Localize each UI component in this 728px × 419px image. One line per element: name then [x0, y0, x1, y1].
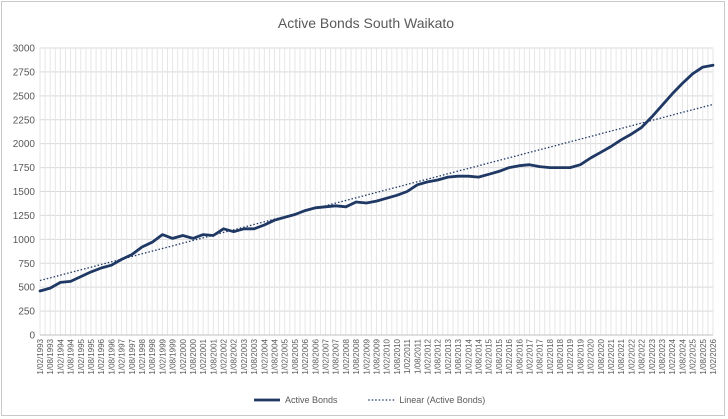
x-tick-label: 1/08/2011 — [413, 338, 422, 374]
x-tick-label: 1/02/1994 — [56, 338, 65, 374]
x-tick-label: 1/02/2026 — [709, 338, 718, 374]
x-tick-label: 1/08/2007 — [332, 338, 341, 374]
x-tick-label: 1/08/2021 — [617, 338, 626, 374]
x-tick-label: 1/02/2005 — [281, 338, 290, 374]
x-tick-label: 1/02/2006 — [301, 338, 310, 374]
x-tick-label: 1/08/2012 — [434, 338, 443, 374]
x-tick-label: 1/08/2017 — [536, 338, 545, 374]
x-tick-label: 1/02/2008 — [342, 338, 351, 374]
x-tick-label: 1/08/2003 — [250, 338, 259, 374]
x-tick-label: 1/08/2008 — [352, 338, 361, 374]
x-tick-label: 1/02/2010 — [383, 338, 392, 374]
legend-label: Active Bonds — [285, 395, 338, 405]
x-tick-label: 1/08/2020 — [597, 338, 606, 374]
y-tick-label: 500 — [18, 283, 35, 294]
x-tick-label: 1/08/1993 — [46, 338, 55, 374]
x-tick-label: 1/02/2013 — [444, 338, 453, 374]
x-tick-label: 1/08/1999 — [169, 338, 178, 374]
y-tick-label: 2500 — [13, 91, 36, 102]
x-tick-label: 1/02/2009 — [362, 338, 371, 374]
x-tick-label: 1/02/2000 — [179, 338, 188, 374]
x-tick-label: 1/08/1996 — [107, 338, 116, 374]
y-tick-label: 1500 — [13, 187, 36, 198]
x-tick-label: 1/02/2024 — [668, 338, 677, 374]
x-tick-label: 1/08/2009 — [373, 338, 382, 374]
x-tick-label: 1/02/2011 — [403, 338, 412, 374]
x-tick-label: 1/08/2002 — [230, 338, 239, 374]
plot-area — [38, 63, 715, 293]
x-tick-label: 1/02/1993 — [36, 338, 45, 374]
x-tick-label: 1/08/2022 — [638, 338, 647, 374]
x-tick-label: 1/08/1994 — [67, 338, 76, 374]
x-tick-label: 1/02/2015 — [485, 338, 494, 374]
x-tick-label: 1/02/2002 — [220, 338, 229, 374]
x-tick-label: 1/02/1997 — [118, 338, 127, 374]
x-tick-label: 1/08/1997 — [128, 338, 137, 374]
y-tick-label: 750 — [18, 259, 35, 270]
gridlines — [39, 47, 714, 336]
x-tick-label: 1/08/2019 — [576, 338, 585, 374]
x-tick-label: 1/02/2001 — [199, 338, 208, 374]
x-tick-label: 1/02/2018 — [546, 338, 555, 374]
x-tick-label: 1/02/1999 — [158, 338, 167, 374]
x-tick-label: 1/02/2014 — [464, 338, 473, 374]
x-tick-label: 1/08/2000 — [189, 338, 198, 374]
x-tick-label: 1/02/1996 — [97, 338, 106, 374]
legend-label: Linear (Active Bonds) — [399, 395, 485, 405]
x-tick-label: 1/08/2006 — [311, 338, 320, 374]
y-tick-label: 3000 — [13, 44, 36, 55]
x-tick-label: 1/08/2024 — [678, 338, 687, 374]
x-tick-label: 1/02/2012 — [423, 338, 432, 374]
x-tick-label: 1/08/2010 — [393, 338, 402, 374]
x-tick-label: 1/02/1995 — [77, 338, 86, 374]
trendline-linear — [39, 103, 714, 282]
x-tick-label: 1/08/2014 — [474, 338, 483, 374]
x-tick-label: 1/08/2015 — [495, 338, 504, 374]
x-tick-label: 1/08/2004 — [271, 338, 280, 374]
x-tick-label: 1/08/2005 — [291, 338, 300, 374]
chart-title: Active Bonds South Waikato — [278, 15, 454, 31]
x-tick-label: 1/02/2019 — [566, 338, 575, 374]
x-tick-label: 1/02/2025 — [689, 338, 698, 374]
x-tick-label: 1/02/2017 — [525, 338, 534, 374]
x-tick-label: 1/02/2022 — [627, 338, 636, 374]
x-tick-label: 1/08/1998 — [148, 338, 157, 374]
x-tick-label: 1/02/2023 — [648, 338, 657, 374]
x-tick-label: 1/02/2003 — [240, 338, 249, 374]
x-tick-label: 1/02/2020 — [587, 338, 596, 374]
x-tick-label: 1/08/2025 — [699, 338, 708, 374]
y-tick-label: 1250 — [13, 211, 36, 222]
x-tick-label: 1/08/2013 — [454, 338, 463, 374]
series-line-active-bonds — [38, 63, 715, 293]
x-tick-label: 1/02/2021 — [607, 338, 616, 374]
y-tick-label: 250 — [18, 307, 35, 318]
x-tick-label: 1/02/1998 — [138, 338, 147, 374]
x-tick-label: 1/02/2016 — [505, 338, 514, 374]
x-axis: 1/02/1993 1/08/1993 1/02/1994 1/08/1994 1/02… — [36, 334, 718, 375]
y-tick-label: 1000 — [13, 235, 36, 246]
y-axis: 0 250 500 750 1000 1250 1500 1750 2000 2250 2500 27… — [13, 44, 36, 342]
y-tick-label: 2750 — [13, 67, 36, 78]
x-tick-label: 1/08/2018 — [556, 338, 565, 374]
x-tick-label: 1/02/2004 — [260, 338, 269, 374]
x-tick-label: 1/08/2001 — [209, 338, 218, 374]
x-tick-label: 1/08/2023 — [658, 338, 667, 374]
y-tick-label: 1750 — [13, 163, 36, 174]
y-tick-label: 0 — [29, 331, 35, 342]
x-tick-label: 1/08/1995 — [87, 338, 96, 374]
y-tick-label: 2250 — [13, 115, 36, 126]
x-tick-label: 1/08/2016 — [515, 338, 524, 374]
legend: Active Bonds Linear (Active Bonds) — [254, 395, 485, 405]
x-tick-label: 1/02/2007 — [322, 338, 331, 374]
y-tick-label: 2000 — [13, 139, 36, 150]
